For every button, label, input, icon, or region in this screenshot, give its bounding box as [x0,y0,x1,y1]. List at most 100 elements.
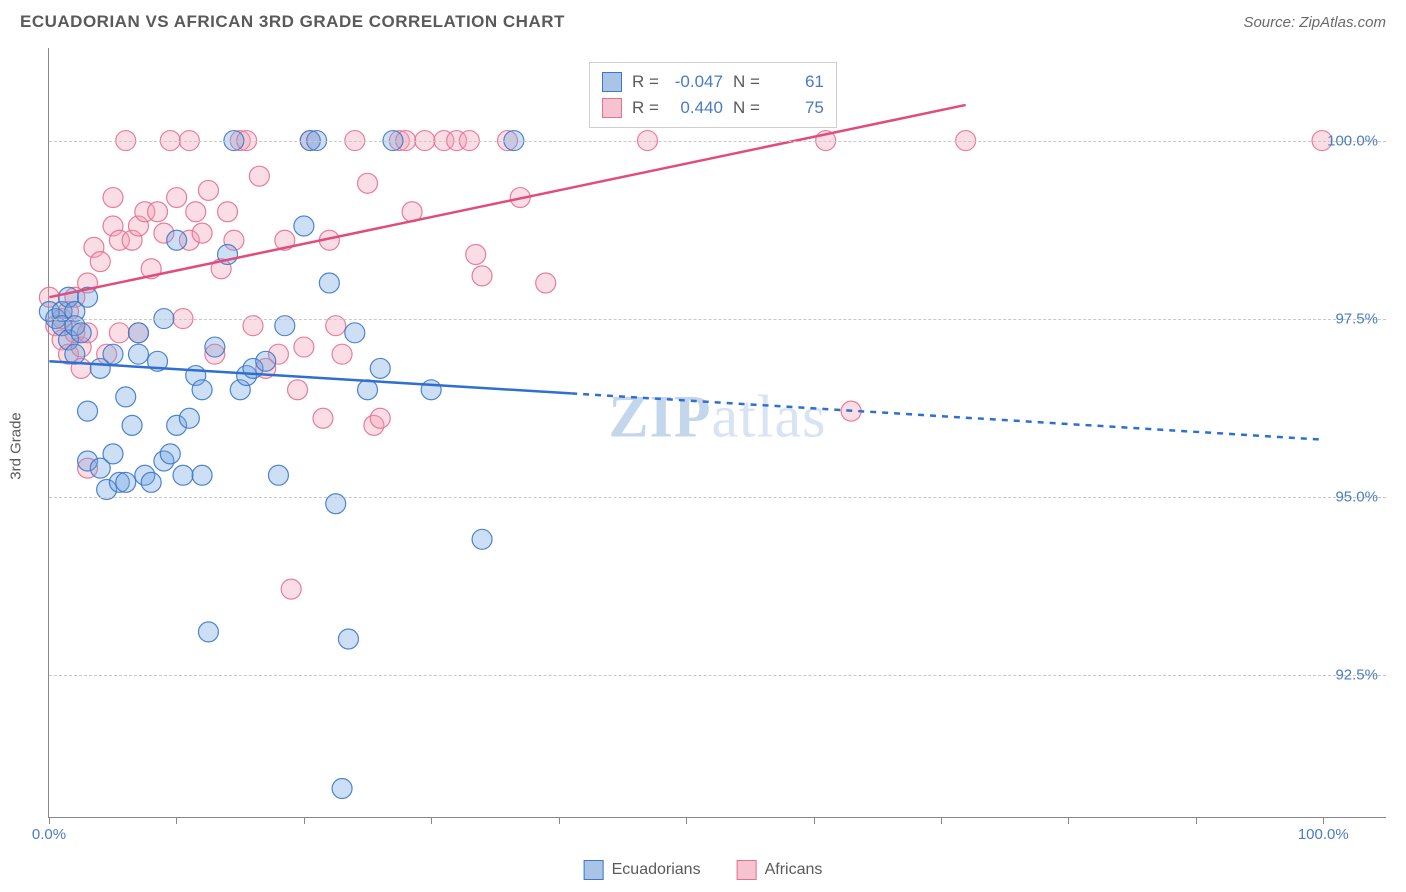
data-point [268,344,288,364]
data-point [78,273,98,293]
data-point [90,458,110,478]
x-tick-label: 100.0% [1298,826,1349,843]
data-point [294,216,314,236]
data-point [313,408,333,428]
data-point [78,451,98,471]
data-point [141,259,161,279]
data-point [256,358,276,378]
data-point [218,245,238,265]
data-point [154,223,174,243]
data-point [109,323,129,343]
x-tick [941,817,942,824]
data-point [90,252,110,272]
data-point [332,779,352,799]
data-point [319,230,339,250]
data-point [536,273,556,293]
data-point [71,323,91,343]
data-point [256,351,276,371]
legend-n-value: 61 [770,69,824,95]
gridline [49,497,1386,498]
y-tick-label: 100.0% [1327,132,1378,149]
legend-r-value: 0.440 [669,95,723,121]
data-point [332,344,352,364]
legend-swatch-icon [737,860,757,880]
data-point [364,415,384,435]
data-point [192,380,212,400]
data-point [65,344,85,364]
data-point [135,202,155,222]
source-label: Source: ZipAtlas.com [1243,14,1386,31]
gridline [49,141,1386,142]
data-point [103,216,123,236]
y-tick-label: 97.5% [1335,310,1378,327]
legend-r-label: R = [632,69,659,95]
x-tick [686,817,687,824]
data-point [78,323,98,343]
data-point [39,287,59,307]
scatter-svg [49,48,1386,817]
x-tick [176,817,177,824]
legend-r-value: -0.047 [669,69,723,95]
data-point [224,230,244,250]
data-point [281,579,301,599]
legend-n-value: 75 [770,95,824,121]
data-point [122,230,142,250]
data-point [97,344,117,364]
x-tick [304,817,305,824]
data-point [167,188,187,208]
data-point [338,629,358,649]
data-point [78,458,98,478]
data-point [173,465,193,485]
data-point [192,465,212,485]
data-point [122,415,142,435]
data-point [141,472,161,492]
data-point [128,323,148,343]
data-point [148,202,168,222]
data-point [198,180,218,200]
x-tick-label: 0.0% [32,826,66,843]
chart-plot-area: ZIPatlas R = -0.047 N = 61 R = 0.440 N =… [48,48,1386,818]
data-point [198,622,218,642]
data-point [186,202,206,222]
gridline [49,319,1386,320]
data-point [58,344,78,364]
data-point [58,287,78,307]
legend-r-label: R = [632,95,659,121]
data-point [116,387,136,407]
data-point [288,380,308,400]
legend-label: Ecuadorians [612,861,701,879]
data-point [230,380,250,400]
data-point [167,415,187,435]
data-point [65,323,85,343]
watermark-bold: ZIP [609,384,712,450]
data-point [472,266,492,286]
data-point [167,230,187,250]
data-point [84,237,104,257]
legend-label: Africans [765,861,823,879]
data-point [179,408,199,428]
trend-line-dashed [571,393,1322,439]
x-tick [431,817,432,824]
data-point [103,188,123,208]
data-point [358,380,378,400]
correlation-legend: R = -0.047 N = 61 R = 0.440 N = 75 [589,62,837,128]
legend-swatch-ecuadorians [602,72,622,92]
data-point [58,330,78,350]
data-point [128,216,148,236]
data-point [71,337,91,357]
data-point [154,451,174,471]
data-point [205,337,225,357]
data-point [103,444,123,464]
data-point [192,223,212,243]
data-point [160,444,180,464]
chart-title: ECUADORIAN VS AFRICAN 3RD GRADE CORRELAT… [20,12,565,32]
data-point [109,230,129,250]
data-point [319,273,339,293]
legend-swatch-icon [584,860,604,880]
legend-n-label: N = [733,69,760,95]
data-point [370,358,390,378]
data-point [294,337,314,357]
x-tick [814,817,815,824]
data-point [109,472,129,492]
data-point [472,529,492,549]
